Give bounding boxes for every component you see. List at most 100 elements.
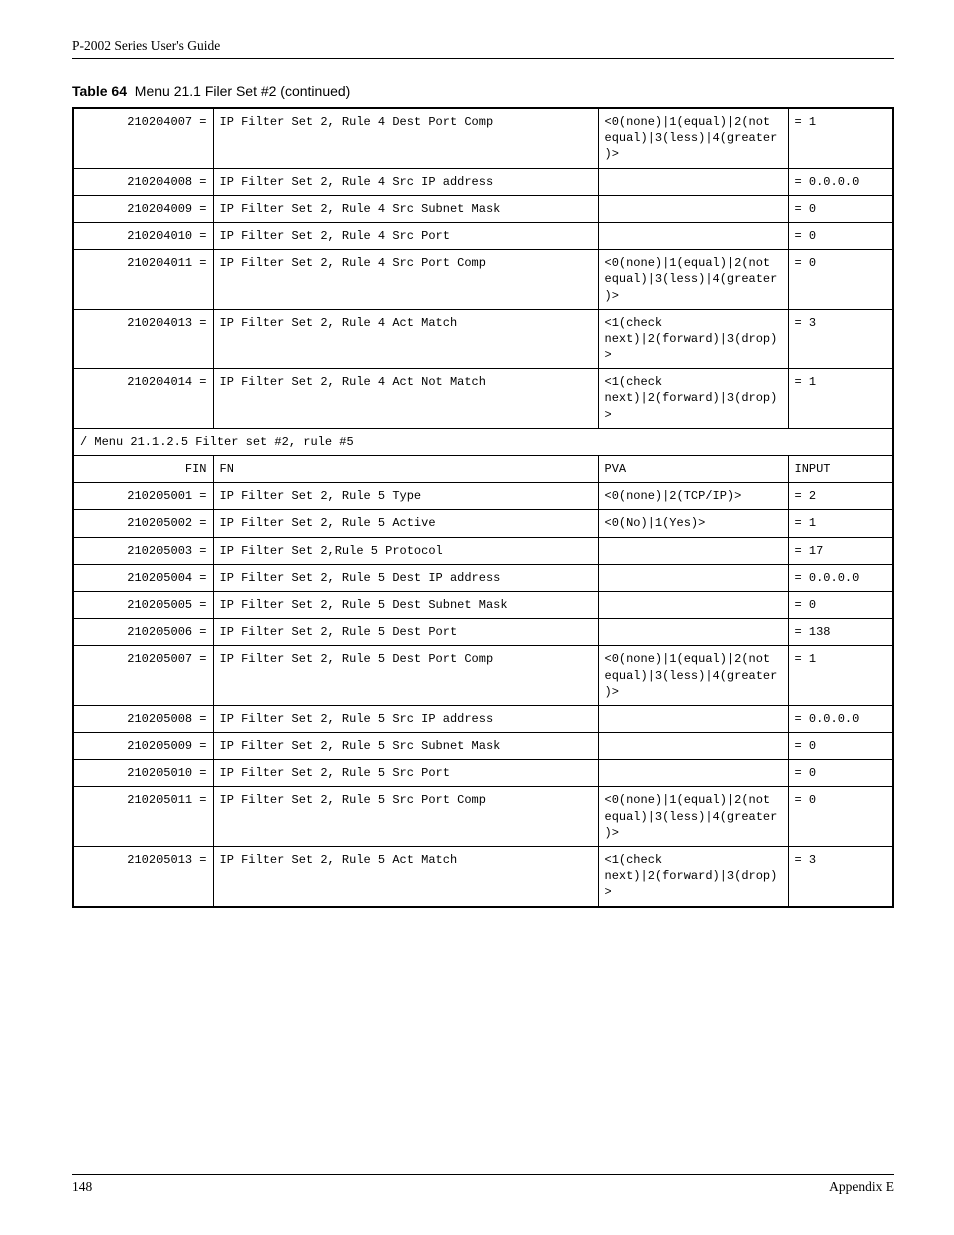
- cell-input: = 1: [788, 369, 893, 429]
- table-row: 210205008 =IP Filter Set 2, Rule 5 Src I…: [73, 705, 893, 732]
- col-header-pva: PVA: [598, 456, 788, 483]
- header-rule: [72, 58, 894, 59]
- cell-input: = 0: [788, 195, 893, 222]
- cell-input: = 0: [788, 222, 893, 249]
- cell-input: = 0: [788, 760, 893, 787]
- cell-fin: 210205002 =: [73, 510, 213, 537]
- cell-fin: 210205013 =: [73, 847, 213, 907]
- cell-fin: 210205001 =: [73, 483, 213, 510]
- cell-input: = 0.0.0.0: [788, 705, 893, 732]
- section-row: / Menu 21.1.2.5 Filter set #2, rule #5: [73, 428, 893, 455]
- table-row: 210205004 =IP Filter Set 2, Rule 5 Dest …: [73, 564, 893, 591]
- cell-fin: 210205004 =: [73, 564, 213, 591]
- cell-input: = 0.0.0.0: [788, 564, 893, 591]
- section-cell: / Menu 21.1.2.5 Filter set #2, rule #5: [73, 428, 893, 455]
- table-row: 210205007 =IP Filter Set 2, Rule 5 Dest …: [73, 646, 893, 706]
- table-row: 210204007 =IP Filter Set 2, Rule 4 Dest …: [73, 108, 893, 168]
- cell-pva: [598, 222, 788, 249]
- cell-pva: [598, 195, 788, 222]
- cell-fin: 210205006 =: [73, 619, 213, 646]
- filter-table: 210204007 =IP Filter Set 2, Rule 4 Dest …: [72, 107, 894, 908]
- cell-input: = 0: [788, 250, 893, 310]
- table-row: 210205011 =IP Filter Set 2, Rule 5 Src P…: [73, 787, 893, 847]
- cell-pva: [598, 537, 788, 564]
- cell-fin: 210205007 =: [73, 646, 213, 706]
- cell-input: = 0: [788, 787, 893, 847]
- cell-fin: 210205008 =: [73, 705, 213, 732]
- cell-pva: [598, 168, 788, 195]
- cell-pva: [598, 760, 788, 787]
- filter-rows-bottom: 210205001 =IP Filter Set 2, Rule 5 Type<…: [73, 483, 893, 907]
- filter-rows-top: 210204007 =IP Filter Set 2, Rule 4 Dest …: [73, 108, 893, 428]
- footer-rule: [72, 1174, 894, 1175]
- table-row: 210204008 =IP Filter Set 2, Rule 4 Src I…: [73, 168, 893, 195]
- cell-input: = 0: [788, 591, 893, 618]
- cell-fin: 210204013 =: [73, 309, 213, 369]
- cell-fn: IP Filter Set 2, Rule 5 Src Port Comp: [213, 787, 598, 847]
- cell-pva: <0(none)|1(equal)|2(not equal)|3(less)|4…: [598, 250, 788, 310]
- cell-pva: <0(none)|1(equal)|2(not equal)|3(less)|4…: [598, 108, 788, 168]
- table-caption-label: Table 64: [72, 83, 127, 99]
- cell-fin: 210205011 =: [73, 787, 213, 847]
- page-container: P-2002 Series User's Guide Table 64 Menu…: [0, 0, 954, 1235]
- cell-input: = 1: [788, 510, 893, 537]
- cell-input: = 138: [788, 619, 893, 646]
- cell-fin: 210205005 =: [73, 591, 213, 618]
- table-row: 210204011 =IP Filter Set 2, Rule 4 Src P…: [73, 250, 893, 310]
- cell-fn: IP Filter Set 2, Rule 4 Src Subnet Mask: [213, 195, 598, 222]
- cell-fin: 210204008 =: [73, 168, 213, 195]
- running-head: P-2002 Series User's Guide: [72, 38, 894, 58]
- table-row: 210205006 =IP Filter Set 2, Rule 5 Dest …: [73, 619, 893, 646]
- cell-pva: <1(check next)|2(forward)|3(drop)>: [598, 309, 788, 369]
- col-header-fn: FN: [213, 456, 598, 483]
- cell-input: = 1: [788, 646, 893, 706]
- table-caption: Table 64 Menu 21.1 Filer Set #2 (continu…: [72, 83, 894, 99]
- cell-input: = 2: [788, 483, 893, 510]
- col-header-fin: FIN: [73, 456, 213, 483]
- cell-pva: <0(No)|1(Yes)>: [598, 510, 788, 537]
- cell-fn: IP Filter Set 2, Rule 5 Src Subnet Mask: [213, 733, 598, 760]
- cell-pva: <1(check next)|2(forward)|3(drop)>: [598, 847, 788, 907]
- table-row: 210204010 =IP Filter Set 2, Rule 4 Src P…: [73, 222, 893, 249]
- cell-fin: 210204014 =: [73, 369, 213, 429]
- cell-input: = 0.0.0.0: [788, 168, 893, 195]
- cell-fn: IP Filter Set 2, Rule 5 Src IP address: [213, 705, 598, 732]
- cell-fin: 210205003 =: [73, 537, 213, 564]
- table-row: 210204013 =IP Filter Set 2, Rule 4 Act M…: [73, 309, 893, 369]
- cell-fin: 210204010 =: [73, 222, 213, 249]
- cell-fn: IP Filter Set 2, Rule 5 Act Match: [213, 847, 598, 907]
- appendix-label: Appendix E: [829, 1179, 894, 1195]
- cell-input: = 0: [788, 733, 893, 760]
- cell-pva: <0(none)|2(TCP/IP)>: [598, 483, 788, 510]
- cell-fn: IP Filter Set 2, Rule 4 Dest Port Comp: [213, 108, 598, 168]
- cell-pva: [598, 733, 788, 760]
- cell-fn: IP Filter Set 2,Rule 5 Protocol: [213, 537, 598, 564]
- cell-fn: IP Filter Set 2, Rule 4 Src Port: [213, 222, 598, 249]
- table-row: 210205010 =IP Filter Set 2, Rule 5 Src P…: [73, 760, 893, 787]
- cell-fn: IP Filter Set 2, Rule 4 Act Match: [213, 309, 598, 369]
- cell-fn: IP Filter Set 2, Rule 4 Src Port Comp: [213, 250, 598, 310]
- cell-fn: IP Filter Set 2, Rule 5 Active: [213, 510, 598, 537]
- cell-fn: IP Filter Set 2, Rule 5 Src Port: [213, 760, 598, 787]
- cell-pva: [598, 591, 788, 618]
- footer-row: 148 Appendix E: [72, 1179, 894, 1195]
- cell-fin: 210205009 =: [73, 733, 213, 760]
- cell-pva: <1(check next)|2(forward)|3(drop)>: [598, 369, 788, 429]
- table-row: 210205009 =IP Filter Set 2, Rule 5 Src S…: [73, 733, 893, 760]
- table-row: 210205002 =IP Filter Set 2, Rule 5 Activ…: [73, 510, 893, 537]
- table-row: 210205005 =IP Filter Set 2, Rule 5 Dest …: [73, 591, 893, 618]
- cell-input: = 1: [788, 108, 893, 168]
- cell-fn: IP Filter Set 2, Rule 5 Type: [213, 483, 598, 510]
- cell-pva: [598, 619, 788, 646]
- page-footer: 148 Appendix E: [72, 1174, 894, 1195]
- table-row: 210204014 =IP Filter Set 2, Rule 4 Act N…: [73, 369, 893, 429]
- table-row: 210204009 =IP Filter Set 2, Rule 4 Src S…: [73, 195, 893, 222]
- cell-fin: 210204007 =: [73, 108, 213, 168]
- cell-pva: <0(none)|1(equal)|2(not equal)|3(less)|4…: [598, 787, 788, 847]
- cell-fin: 210205010 =: [73, 760, 213, 787]
- cell-input: = 3: [788, 309, 893, 369]
- cell-pva: <0(none)|1(equal)|2(not equal)|3(less)|4…: [598, 646, 788, 706]
- filter-section: / Menu 21.1.2.5 Filter set #2, rule #5 F…: [73, 428, 893, 482]
- cell-fn: IP Filter Set 2, Rule 5 Dest Port: [213, 619, 598, 646]
- cell-fn: IP Filter Set 2, Rule 4 Act Not Match: [213, 369, 598, 429]
